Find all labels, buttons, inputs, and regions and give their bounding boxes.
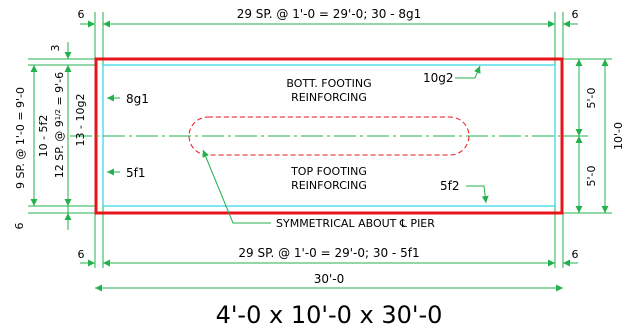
- label-5f1: 5f1: [126, 166, 146, 180]
- right-lower-half: 5'-0: [585, 166, 598, 187]
- top-footing-line2: REINFORCING: [291, 179, 367, 192]
- left-bottom-offset: 6: [13, 223, 26, 230]
- pier-outline: [188, 116, 470, 156]
- left-vertical-3b: = 9'-6: [53, 72, 66, 109]
- right-upper-half: 5'-0: [585, 88, 598, 109]
- right-dimensions: [575, 59, 609, 213]
- leaders: [107, 65, 489, 224]
- bottom-dimension-label: 29 SP. @ 1'-0 = 29'-0; 30 - 5f1: [238, 246, 419, 260]
- symmetry-note: SYMMETRICAL ABOUT ℄ PIER: [276, 217, 435, 230]
- bott-footing-line2: REINFORCING: [291, 91, 367, 104]
- edge-left-top: 6: [78, 8, 85, 21]
- bott-footing-line1: BOTT. FOOTING: [286, 77, 371, 90]
- left-vertical-3: 12 SP. @ 91/2 = 9'-6: [53, 72, 66, 178]
- label-10g2: 10g2: [423, 71, 454, 85]
- label-5f2: 5f2: [440, 179, 460, 193]
- edge-right-top: 6: [572, 8, 579, 21]
- edge-left-bottom: 6: [78, 248, 85, 261]
- label-8g1: 8g1: [126, 92, 149, 106]
- edge-right-bottom: 6: [572, 248, 579, 261]
- left-top-offset: 3: [49, 45, 62, 52]
- top-dimension-label: 29 SP. @ 1'-0 = 29'-0; 30 - 8g1: [237, 7, 422, 21]
- left-vertical-1: 9 SP. @ 1'-0 = 9'-0: [14, 87, 27, 189]
- left-vertical-3frac: 1/2: [54, 109, 62, 120]
- left-vertical-4: 13 - 10g2: [74, 94, 87, 147]
- left-vertical-3a: 12 SP. @ 9: [53, 120, 66, 178]
- top-footing-line1: TOP FOOTING: [290, 165, 367, 178]
- left-vertical-2: 10 - 5f2: [37, 115, 50, 158]
- drawing-title: 4'-0 x 10'-0 x 30'-0: [216, 301, 443, 329]
- right-overall: 10'-0: [612, 122, 625, 150]
- left-dimensions: [30, 42, 72, 230]
- overall-length-label: 30'-0: [314, 272, 345, 286]
